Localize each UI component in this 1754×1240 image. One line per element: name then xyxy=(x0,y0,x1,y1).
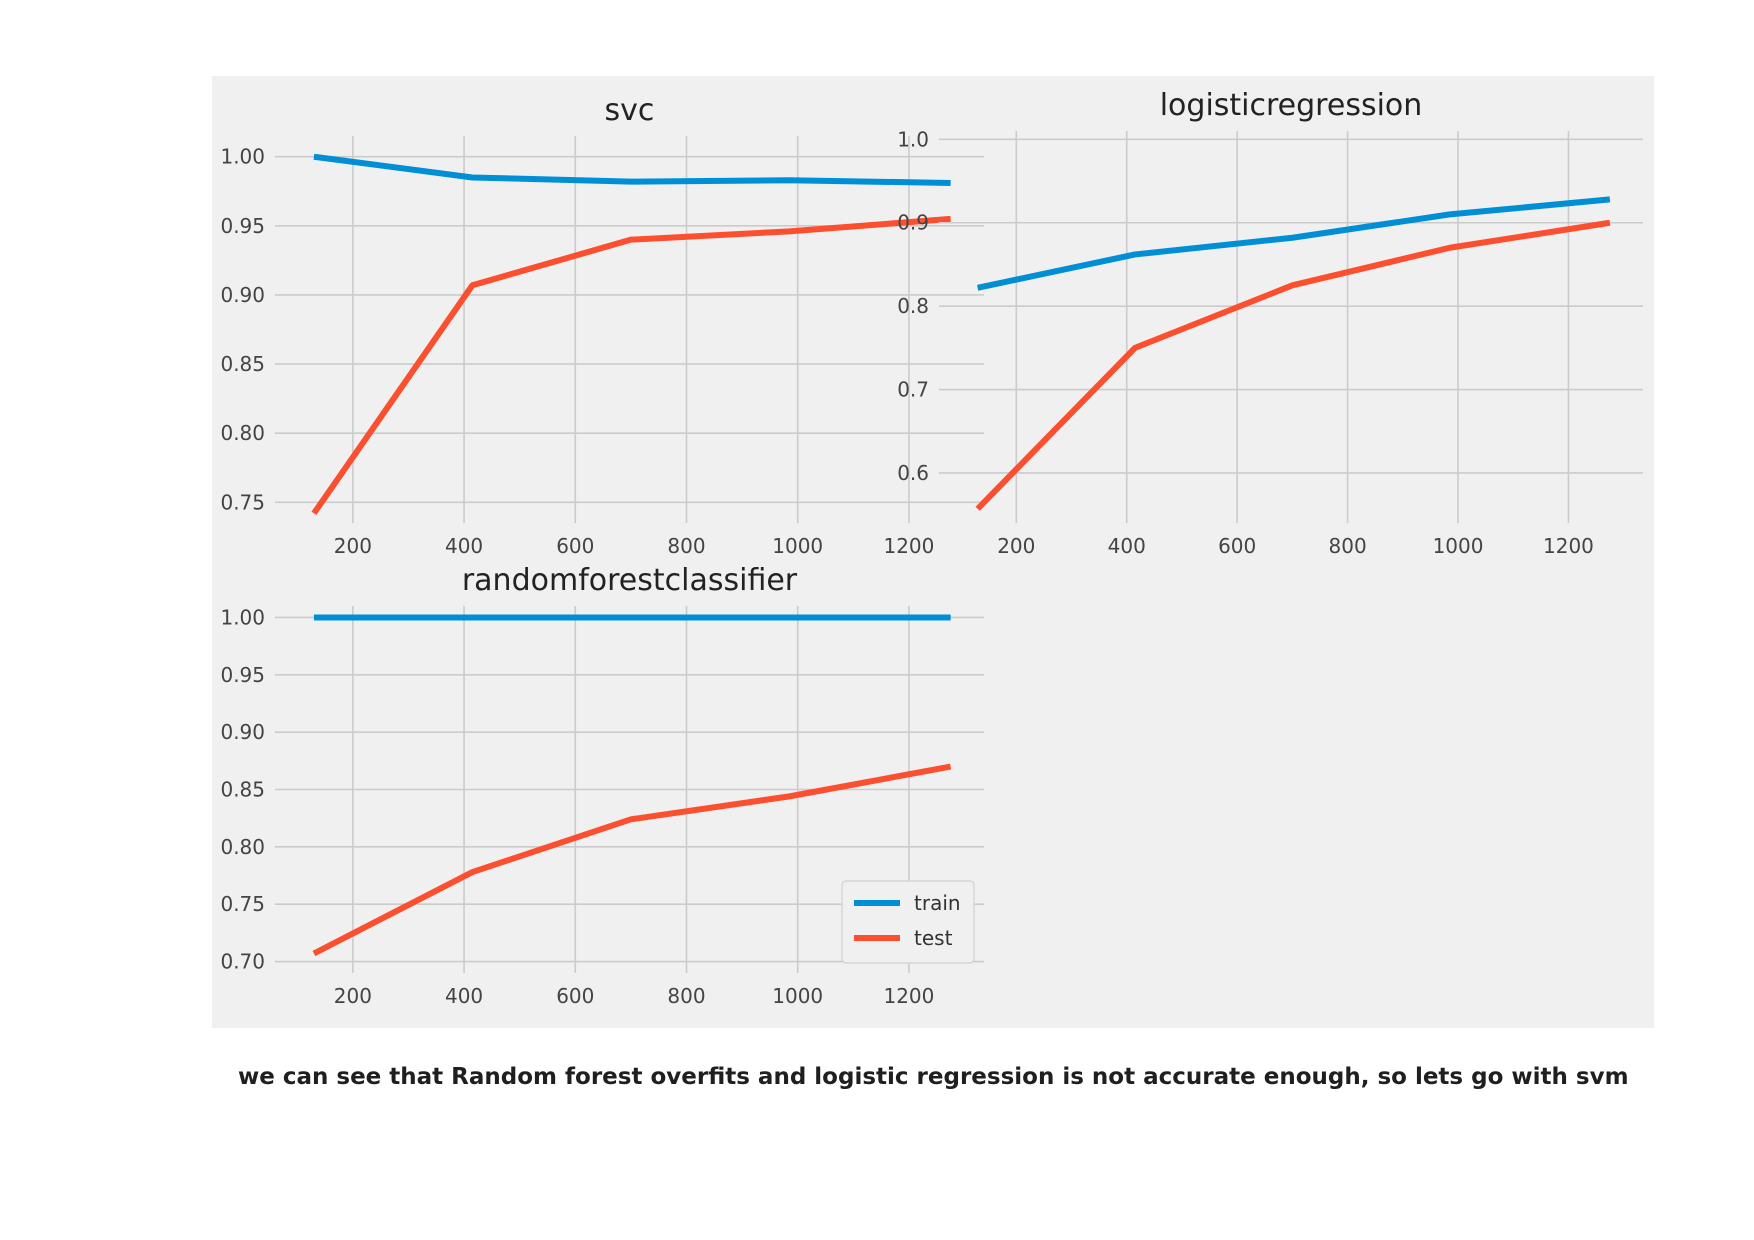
x-tick-label: 200 xyxy=(334,984,372,1008)
chart-title: randomforestclassifier xyxy=(462,563,798,598)
x-tick-label: 400 xyxy=(445,984,483,1008)
y-tick-label: 0.95 xyxy=(220,663,265,687)
x-tick-label: 1200 xyxy=(1543,534,1594,558)
x-tick-label: 1000 xyxy=(772,534,823,558)
x-tick-label: 600 xyxy=(1218,534,1256,558)
y-tick-label: 0.95 xyxy=(220,214,265,238)
x-tick-label: 200 xyxy=(334,534,372,558)
figure: 200 400 600 800 1000 1200 0.75 0.80 0.85 0.90 0.95… xyxy=(212,76,1654,1028)
series-line-test xyxy=(312,763,952,957)
legend: train test xyxy=(841,880,975,964)
y-tick-label: 0.75 xyxy=(220,490,265,514)
y-tick-label: 0.7 xyxy=(897,378,929,402)
chart-logisticregression: 200 400 600 800 1000 1200 0.6 0.7 0.8 0.9 1.0 logis… xyxy=(897,88,1643,558)
x-tick-label: 1000 xyxy=(772,984,823,1008)
x-tick-label: 800 xyxy=(667,534,705,558)
series-line-test xyxy=(311,215,951,516)
y-tick-label: 1.00 xyxy=(220,605,265,629)
y-tick-label: 0.75 xyxy=(220,892,265,916)
y-tick-label: 1.0 xyxy=(897,127,929,151)
charts-svg: 200 400 600 800 1000 1200 0.75 0.80 0.85 0.90 0.95… xyxy=(220,88,1643,1008)
legend-label-test: test xyxy=(914,926,953,950)
y-tick-label: 1.00 xyxy=(220,145,265,169)
chart-title: svc xyxy=(605,93,655,128)
x-tick-label: 600 xyxy=(556,984,594,1008)
x-tick-label: 400 xyxy=(1108,534,1146,558)
y-tick-label: 0.85 xyxy=(220,778,265,802)
y-tick-label: 0.80 xyxy=(220,835,265,859)
legend-label-train: train xyxy=(914,891,961,915)
chart-title: logisticregression xyxy=(1160,88,1423,123)
y-tick-label: 0.6 xyxy=(897,461,929,485)
series-line-test xyxy=(975,219,1611,511)
chart-randomforestclassifier: 200 400 600 800 1000 1200 0.70 0.75 0.80 0.85 0.90… xyxy=(220,563,984,1008)
x-tick-label: 800 xyxy=(667,984,705,1008)
y-tick-label: 0.90 xyxy=(220,720,265,744)
series-line-train xyxy=(977,196,1611,291)
y-tick-label: 0.80 xyxy=(220,421,265,445)
x-tick-label: 200 xyxy=(997,534,1035,558)
x-tick-label: 800 xyxy=(1329,534,1367,558)
y-tick-label: 0.85 xyxy=(220,352,265,376)
x-tick-label: 1200 xyxy=(883,534,934,558)
caption-text: we can see that Random forest overfits a… xyxy=(238,1064,1629,1090)
y-tick-label: 0.90 xyxy=(220,283,265,307)
y-tick-label: 0.9 xyxy=(897,211,929,235)
chart-svc: 200 400 600 800 1000 1200 0.75 0.80 0.85 0.90 0.95… xyxy=(220,93,984,558)
x-tick-label: 1000 xyxy=(1433,534,1484,558)
series-line-train xyxy=(313,153,951,186)
x-tick-label: 1200 xyxy=(883,984,934,1008)
x-tick-label: 400 xyxy=(445,534,483,558)
y-tick-label: 0.70 xyxy=(220,950,265,974)
y-tick-label: 0.8 xyxy=(897,294,929,318)
x-tick-label: 600 xyxy=(556,534,594,558)
